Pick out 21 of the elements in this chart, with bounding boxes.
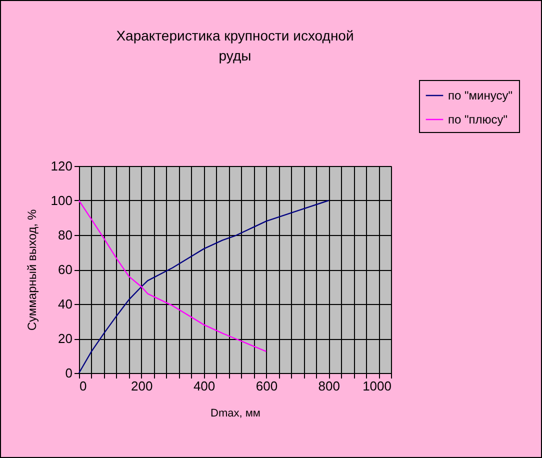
x-tick-label: 0 — [80, 378, 87, 394]
y-tick-label: 0 — [65, 366, 72, 380]
y-axis-title: Суммарный выход, % — [24, 209, 39, 331]
line-series — [78, 200, 330, 374]
y-tick-label: 100 — [50, 193, 72, 208]
y-tick-label: 20 — [58, 331, 72, 346]
x-tick-label: 1000 — [362, 378, 392, 394]
y-tick-label: 120 — [50, 158, 72, 174]
text: руды — [218, 48, 252, 64]
x-tick-label: 600 — [256, 378, 278, 394]
x-axis-title: Dmax, мм — [210, 408, 260, 420]
y-tick-label: 80 — [58, 228, 72, 242]
x-tick-label: 400 — [193, 378, 216, 394]
legend-label: по "минусу" — [448, 88, 512, 102]
x-tick-label: 200 — [131, 378, 153, 394]
y-tick-label: 60 — [58, 262, 72, 277]
x-tick-label: 800 — [318, 378, 340, 394]
line-series — [78, 200, 267, 352]
legend-label: по "плюсу" — [448, 112, 508, 126]
y-tick-label: 40 — [58, 296, 72, 312]
text: Характеристика крупности исходной — [116, 28, 354, 44]
